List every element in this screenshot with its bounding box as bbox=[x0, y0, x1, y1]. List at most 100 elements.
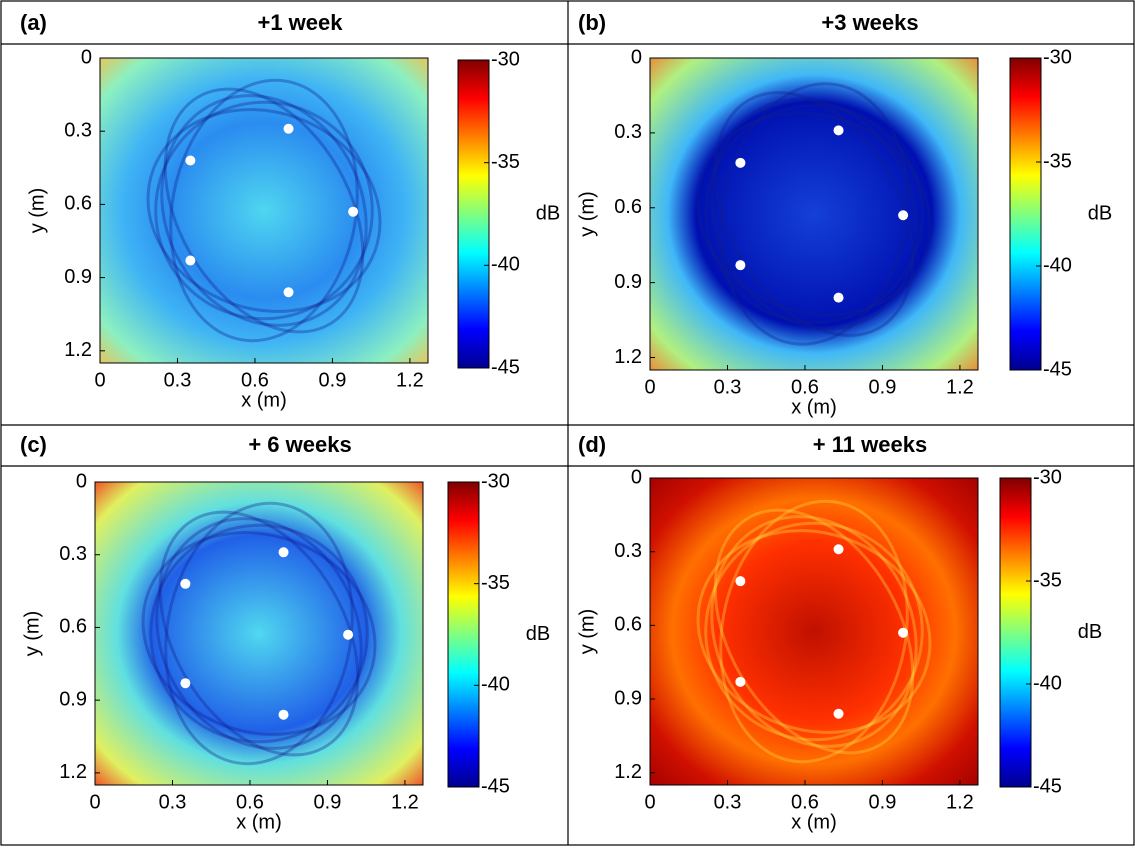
panel-label: (d) bbox=[578, 432, 606, 457]
colorbar-tick-label: -40 bbox=[1033, 672, 1062, 694]
colorbar-tick-label: -40 bbox=[1043, 254, 1072, 276]
x-tick-label: 0.3 bbox=[714, 791, 742, 813]
x-tick-label: 0.6 bbox=[791, 376, 819, 398]
plot-frame bbox=[649, 57, 979, 371]
colorbar bbox=[457, 59, 490, 369]
panel-title: +1 week bbox=[257, 10, 343, 35]
x-tick-label: 0 bbox=[644, 791, 655, 813]
colorbar-tick-label: -45 bbox=[491, 356, 520, 378]
y-axis-label: y (m) bbox=[21, 611, 43, 657]
colorbar-tick-label: -30 bbox=[481, 470, 510, 492]
sensor-point bbox=[348, 206, 359, 217]
y-axis-label: y (m) bbox=[576, 609, 598, 655]
colorbar-tick-label: -40 bbox=[491, 254, 520, 276]
colorbar-tick-label: -35 bbox=[1043, 150, 1072, 172]
x-axis-label: x (m) bbox=[241, 389, 287, 411]
field-ring bbox=[141, 531, 377, 736]
plot-frame bbox=[649, 477, 979, 786]
field-ring bbox=[704, 104, 924, 324]
x-tick-label: 0.3 bbox=[159, 791, 187, 813]
x-tick-label: 0 bbox=[94, 369, 105, 391]
y-tick-label: 0.6 bbox=[614, 196, 642, 218]
y-tick-label: 0.9 bbox=[614, 271, 642, 293]
field-ring bbox=[713, 91, 915, 337]
sensor-point bbox=[185, 155, 196, 166]
x-tick-label: 0.6 bbox=[791, 791, 819, 813]
field-ring bbox=[155, 517, 363, 750]
sensor-point bbox=[180, 578, 191, 589]
plot-frame bbox=[94, 481, 424, 786]
y-tick-label: 0 bbox=[631, 466, 642, 488]
y-tick-label: 1.2 bbox=[614, 346, 642, 368]
x-tick-label: 0 bbox=[89, 791, 100, 813]
colorbar-tick-label: -35 bbox=[1033, 569, 1062, 591]
sensor-point bbox=[898, 627, 909, 638]
x-tick-label: 0.6 bbox=[236, 791, 264, 813]
y-axis-label: y (m) bbox=[576, 191, 598, 237]
field-ring bbox=[164, 501, 354, 766]
x-axis-label: x (m) bbox=[791, 396, 837, 418]
sensor-point bbox=[283, 123, 294, 134]
field-ring bbox=[719, 82, 909, 346]
sensor-point bbox=[735, 260, 746, 271]
x-tick-label: 0.9 bbox=[869, 791, 897, 813]
x-axis-label: x (m) bbox=[791, 811, 837, 833]
y-tick-label: 0.3 bbox=[64, 119, 92, 141]
colorbar-tick-label: -40 bbox=[481, 674, 510, 696]
sensor-point bbox=[735, 157, 746, 168]
x-tick-label: 0.9 bbox=[319, 369, 347, 391]
sensor-point bbox=[735, 676, 746, 687]
y-tick-label: 0.6 bbox=[614, 614, 642, 636]
field-ring bbox=[149, 523, 369, 744]
x-tick-label: 0 bbox=[644, 376, 655, 398]
y-tick-label: 0.9 bbox=[59, 688, 87, 710]
sensor-point bbox=[833, 125, 844, 136]
y-tick-label: 0.9 bbox=[614, 687, 642, 709]
x-tick-label: 0.6 bbox=[241, 369, 269, 391]
y-tick-label: 0.3 bbox=[614, 540, 642, 562]
field-ring bbox=[146, 108, 382, 313]
x-axis-label: x (m) bbox=[236, 811, 282, 833]
panel-label: (a) bbox=[20, 10, 47, 35]
field-ring bbox=[713, 508, 915, 755]
colorbar-tick-label: -45 bbox=[1033, 775, 1062, 797]
colorbar-label: dB bbox=[536, 202, 560, 224]
y-tick-label: 1.2 bbox=[59, 761, 87, 783]
field-ring bbox=[169, 78, 359, 343]
x-tick-label: 0.9 bbox=[314, 791, 342, 813]
y-axis-label: y (m) bbox=[26, 188, 48, 234]
x-tick-label: 0.9 bbox=[869, 376, 897, 398]
panel-title: + 11 weeks bbox=[813, 432, 927, 457]
sensor-point bbox=[735, 576, 746, 587]
colorbar-label: dB bbox=[526, 623, 550, 645]
field-ring bbox=[154, 100, 374, 321]
field-ring bbox=[160, 94, 368, 327]
x-tick-label: 1.2 bbox=[391, 791, 419, 813]
colorbar-tick-label: -30 bbox=[1033, 466, 1062, 488]
panel-title: +3 weeks bbox=[821, 10, 918, 35]
y-tick-label: 0 bbox=[81, 46, 92, 68]
heatmap-field bbox=[650, 478, 978, 785]
field-ring bbox=[696, 111, 932, 317]
x-tick-label: 1.2 bbox=[946, 791, 974, 813]
sensor-point bbox=[833, 544, 844, 555]
plot-frame bbox=[99, 57, 429, 364]
y-tick-label: 0.6 bbox=[59, 616, 87, 638]
field-ring bbox=[163, 87, 365, 334]
colorbar-tick-label: -45 bbox=[481, 775, 510, 797]
colorbar-tick-label: -35 bbox=[481, 572, 510, 594]
sensor-point bbox=[185, 255, 196, 266]
sensor-point bbox=[343, 629, 354, 640]
colorbar-tick-label: -45 bbox=[1043, 358, 1072, 380]
sensor-point bbox=[180, 678, 191, 689]
colorbar-tick-label: -30 bbox=[491, 48, 520, 70]
y-tick-label: 0.9 bbox=[64, 266, 92, 288]
heatmap-field bbox=[95, 482, 423, 785]
y-tick-label: 1.2 bbox=[614, 761, 642, 783]
field-ring bbox=[696, 529, 932, 734]
panel-title: + 6 weeks bbox=[248, 432, 351, 457]
sensor-point bbox=[833, 292, 844, 303]
heatmap-field bbox=[650, 58, 978, 370]
x-tick-label: 1.2 bbox=[396, 369, 424, 391]
